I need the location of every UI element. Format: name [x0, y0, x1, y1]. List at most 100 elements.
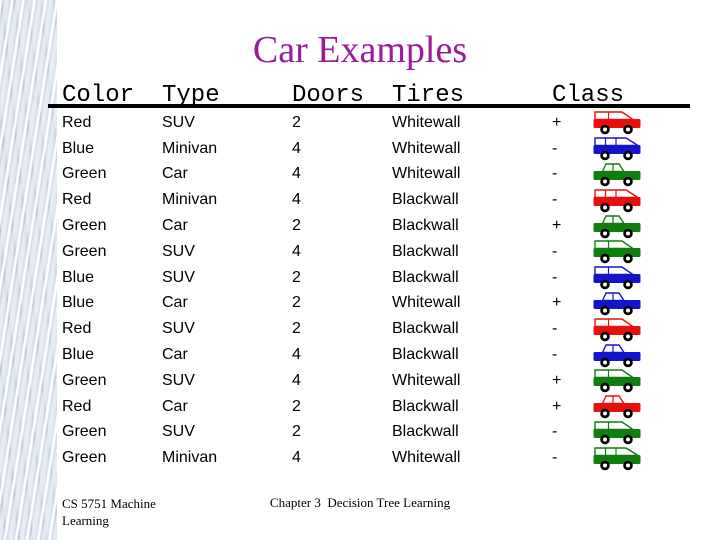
cell-type: Minivan [162, 191, 218, 209]
suv-icon [593, 240, 641, 264]
cell-type: Minivan [162, 139, 218, 157]
minivan-icon [593, 137, 641, 161]
cell-tires: Blackwall [392, 191, 459, 209]
cell-type: Car [162, 165, 188, 183]
suv-icon [593, 369, 641, 393]
cell-class: + [552, 113, 562, 131]
suv-icon [593, 111, 641, 135]
table-row: Green Minivan 4 Whitewall - [62, 445, 645, 471]
table-row: Green SUV 4 Blackwall - [62, 239, 645, 265]
cell-class: - [552, 139, 558, 157]
cell-class: - [552, 320, 558, 338]
table-row: Blue Minivan 4 Whitewall - [62, 136, 645, 162]
cell-tires: Whitewall [392, 449, 461, 467]
cell-doors: 4 [292, 165, 301, 183]
cell-tires: Whitewall [392, 113, 461, 131]
cell-icon [593, 239, 645, 264]
cell-icon [593, 343, 645, 368]
table-row: Green SUV 2 Blackwall - [62, 420, 645, 446]
cell-doors: 2 [292, 217, 301, 235]
cell-tires: Blackwall [392, 320, 459, 338]
cell-color: Red [62, 191, 92, 209]
cell-class: + [552, 397, 562, 415]
cell-color: Green [62, 242, 107, 260]
header-divider-line [48, 104, 690, 108]
cell-doors: 2 [292, 113, 301, 131]
cell-tires: Whitewall [392, 139, 461, 157]
cell-doors: 2 [292, 268, 301, 286]
marble-border [0, 0, 57, 540]
minivan-icon [593, 447, 641, 471]
suv-icon [593, 318, 641, 342]
suv-icon [593, 421, 641, 445]
cell-type: SUV [162, 242, 195, 260]
cell-tires: Blackwall [392, 242, 459, 260]
cell-color: Green [62, 423, 107, 441]
cell-doors: 2 [292, 294, 301, 312]
cell-type: Car [162, 294, 188, 312]
cell-tires: Whitewall [392, 371, 461, 389]
cell-tires: Blackwall [392, 217, 459, 235]
cell-type: SUV [162, 423, 195, 441]
slide-title: Car Examples [252, 29, 468, 71]
table-row: Red Minivan 4 Blackwall - [62, 187, 645, 213]
cell-doors: 4 [292, 191, 301, 209]
cell-tires: Blackwall [392, 268, 459, 286]
car-icon [593, 395, 641, 419]
cell-color: Green [62, 217, 107, 235]
cell-color: Red [62, 113, 92, 131]
cell-class: + [552, 217, 562, 235]
cell-class: - [552, 449, 558, 467]
cell-type: SUV [162, 320, 195, 338]
cell-class: - [552, 346, 558, 364]
cell-class: + [552, 294, 562, 312]
cell-color: Red [62, 397, 92, 415]
cell-type: Car [162, 397, 188, 415]
cell-doors: 4 [292, 449, 301, 467]
table-row: Red SUV 2 Blackwall - [62, 316, 645, 342]
cell-icon [593, 317, 645, 342]
cell-class: - [552, 242, 558, 260]
cell-doors: 2 [292, 320, 301, 338]
cell-doors: 4 [292, 371, 301, 389]
table-row: Blue Car 4 Blackwall - [62, 342, 645, 368]
cell-class: - [552, 165, 558, 183]
cell-tires: Blackwall [392, 346, 459, 364]
table-header-row: Color Type Doors Tires Class [62, 82, 624, 109]
footer-chapter-label: Chapter 3 Decision Tree Learning [269, 495, 451, 510]
cell-icon [593, 420, 645, 445]
cell-class: + [552, 371, 562, 389]
cell-tires: Whitewall [392, 294, 461, 312]
table-row: Red Car 2 Blackwall + [62, 394, 645, 420]
cell-type: SUV [162, 113, 195, 131]
cell-icon [593, 394, 645, 419]
car-table-body: Red SUV 2 Whitewall + Blue Minivan 4 Whi… [62, 110, 645, 471]
car-table-header: Color Type Doors Tires Class [62, 82, 624, 109]
cell-type: Car [162, 217, 188, 235]
cell-doors: 4 [292, 139, 301, 157]
car-icon [593, 214, 641, 238]
cell-color: Blue [62, 139, 95, 157]
cell-doors: 4 [292, 346, 301, 364]
cell-doors: 2 [292, 423, 301, 441]
table-row: Red SUV 2 Whitewall + [62, 110, 645, 136]
cell-icon [593, 446, 645, 471]
table-row: Green Car 4 Whitewall - [62, 162, 645, 188]
cell-type: Minivan [162, 449, 218, 467]
suv-icon [593, 266, 641, 290]
table-row: Green SUV 4 Whitewall + [62, 368, 645, 394]
cell-icon [593, 110, 645, 135]
cell-type: SUV [162, 268, 195, 286]
cell-icon [593, 265, 645, 290]
cell-icon [593, 188, 645, 213]
table-row: Blue SUV 2 Blackwall - [62, 265, 645, 291]
cell-color: Green [62, 165, 107, 183]
cell-tires: Whitewall [392, 165, 461, 183]
cell-color: Green [62, 449, 107, 467]
cell-color: Blue [62, 268, 95, 286]
cell-doors: 2 [292, 397, 301, 415]
cell-color: Green [62, 371, 107, 389]
table-row: Green Car 2 Blackwall + [62, 213, 645, 239]
cell-color: Blue [62, 346, 95, 364]
car-icon [593, 292, 641, 316]
